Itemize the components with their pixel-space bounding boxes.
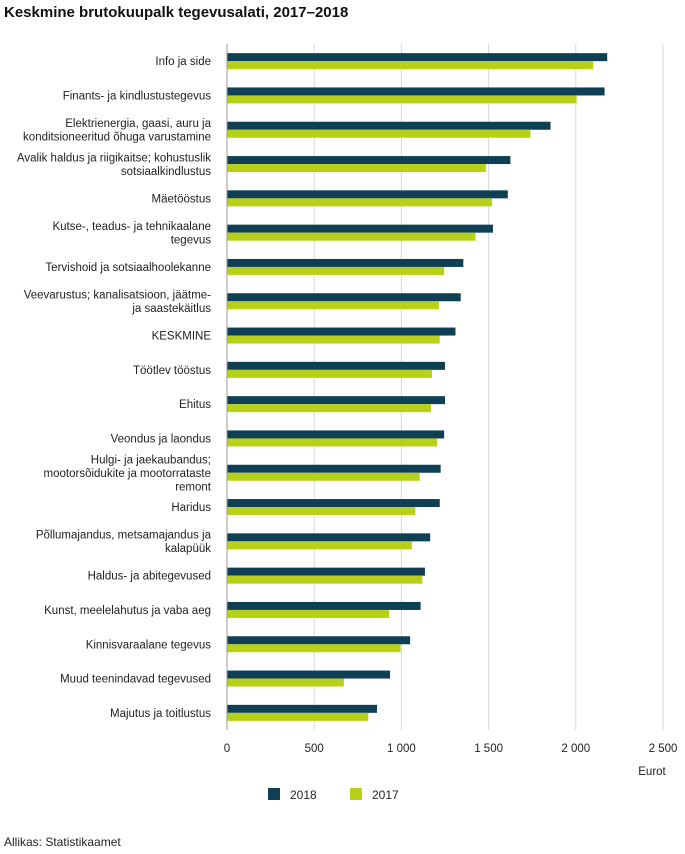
bar-2017 xyxy=(227,232,476,241)
bar-2017 xyxy=(227,95,577,104)
category-label: Kunst, meelelahutus ja vaba aeg xyxy=(44,605,211,617)
bar-2018 xyxy=(227,704,377,713)
x-tick-label: 2 500 xyxy=(649,743,678,755)
bar-2018 xyxy=(227,430,445,439)
category-label: Veondus ja laondus xyxy=(111,433,212,445)
category-label: Elektrienergia, gaasi, auru ja konditsion… xyxy=(23,118,212,144)
legend-label-2017: 2017 xyxy=(372,788,399,802)
bar-2018 xyxy=(227,361,445,370)
bar-2018 xyxy=(227,53,608,62)
bar-2017 xyxy=(227,164,486,173)
category-label: Veevarustus; kanalisatsioon, jäätme-ja s… xyxy=(24,290,212,316)
category-label: Majutus ja toitlustus xyxy=(110,708,211,720)
bar-2018 xyxy=(227,464,441,473)
bar-2017 xyxy=(227,712,369,721)
x-tick-label: 500 xyxy=(305,743,324,755)
category-label: Haldus- ja abitegevused xyxy=(88,571,211,583)
bar-2017 xyxy=(227,266,445,275)
bar-chart: Info ja side Finants- ja kindlustustegevu… xyxy=(17,44,678,802)
bar-2017 xyxy=(227,404,432,413)
legend-swatch-2018 xyxy=(268,788,280,800)
bar-2017 xyxy=(227,575,423,584)
category-label: Põllumajandus, metsamajandus ja kalapüük xyxy=(36,530,212,556)
bar-2017 xyxy=(227,438,438,447)
bar-2017 xyxy=(227,472,420,481)
x-tick-label: 2 000 xyxy=(561,743,590,755)
bar-2017 xyxy=(227,609,390,618)
bar-2017 xyxy=(227,678,344,687)
bar-2018 xyxy=(227,156,511,165)
bar-2017 xyxy=(227,541,412,550)
x-axis-title: Eurot xyxy=(638,766,666,778)
x-tick-label: 1 000 xyxy=(387,743,416,755)
bar-2017 xyxy=(227,507,416,516)
category-label: Hulgi- ja jaekaubandus; mootorsõidukite j… xyxy=(44,454,212,493)
bar-2018 xyxy=(227,190,508,199)
bar-2017 xyxy=(227,301,439,310)
category-label: Kinnisvaraalane tegevus xyxy=(86,639,212,651)
x-tick-label: 1 500 xyxy=(474,743,503,755)
bar-2018 xyxy=(227,224,493,233)
bar-2017 xyxy=(227,129,531,138)
category-label: Ehitus xyxy=(179,399,211,411)
bar-2018 xyxy=(227,636,411,645)
category-label: Avalik haldus ja riigikaitse; kohustusli… xyxy=(17,152,211,178)
legend-label-2018: 2018 xyxy=(290,788,317,802)
bar-2018 xyxy=(227,396,445,405)
bar-2018 xyxy=(227,499,440,508)
chart-title: Keskmine brutokuupalk tegevusalati, 2017… xyxy=(4,4,349,21)
category-label: Haridus xyxy=(171,502,211,514)
bar-2018 xyxy=(227,293,461,302)
bar-2017 xyxy=(227,61,594,70)
bar-2018 xyxy=(227,121,551,130)
bar-2017 xyxy=(227,369,432,378)
source-note: Allikas: Statistikaamet xyxy=(4,835,121,849)
bar-2017 xyxy=(227,644,401,653)
bar-2018 xyxy=(227,670,391,679)
bar-2018 xyxy=(227,87,605,96)
category-label: Muud teenindavad tegevused xyxy=(60,674,211,686)
bar-2018 xyxy=(227,533,431,542)
category-label: Kutse-, teadus- ja tehnikaalane tegevus xyxy=(52,221,211,247)
bar-2018 xyxy=(227,258,464,267)
bar-2018 xyxy=(227,327,456,336)
category-label: Mäetööstus xyxy=(152,193,212,205)
bar-2017 xyxy=(227,198,493,207)
x-tick-label: 0 xyxy=(224,743,230,755)
category-label: Töötlev tööstus xyxy=(133,365,211,377)
category-label: KESKMINE xyxy=(152,331,212,343)
legend-swatch-2017 xyxy=(350,788,362,800)
category-label: Finants- ja kindlustustegevus xyxy=(63,90,212,102)
bar-2017 xyxy=(227,335,440,344)
category-label: Info ja side xyxy=(155,56,211,68)
bar-2018 xyxy=(227,601,421,610)
bar-2018 xyxy=(227,567,425,576)
category-label: Tervishoid ja sotsiaalhoolekanne xyxy=(45,262,211,274)
